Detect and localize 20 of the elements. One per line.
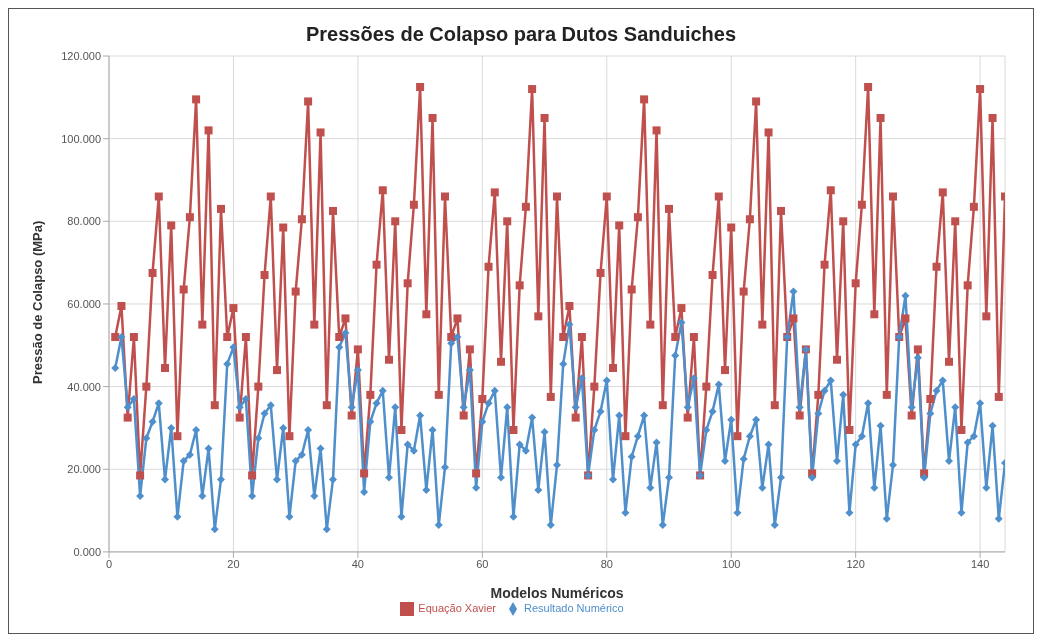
y-tick-label: 0.000 [73,545,101,558]
x-axis-title: Modelos Numéricos [490,584,624,601]
x-tick-label: 0 [105,557,113,570]
y-tick-label: 40.000 [67,380,101,393]
y-tick-label: 60.000 [67,297,101,310]
y-tick-label: 80.000 [67,215,101,228]
x-tick-label: 20 [227,557,240,570]
y-tick-label: 120.000 [61,49,101,62]
x-tick-label: 40 [351,557,365,570]
y-axis-title: Pressão de Colapso (MPa) [29,220,45,384]
legend-label: Resultado Numérico [524,601,624,614]
x-tick-label: 80 [600,557,613,570]
x-tick-label: 140 [970,557,990,570]
legend-label: Equação Xavier [418,601,496,614]
chart-title: Pressões de Colapso para Dutos Sanduiches [304,22,738,46]
x-tick-label: 100 [722,557,741,570]
x-tick-label: 60 [476,557,489,570]
x-tick-label: 120 [846,557,865,570]
y-tick-label: 20.000 [67,463,101,476]
y-tick-label: 100.000 [61,132,101,145]
